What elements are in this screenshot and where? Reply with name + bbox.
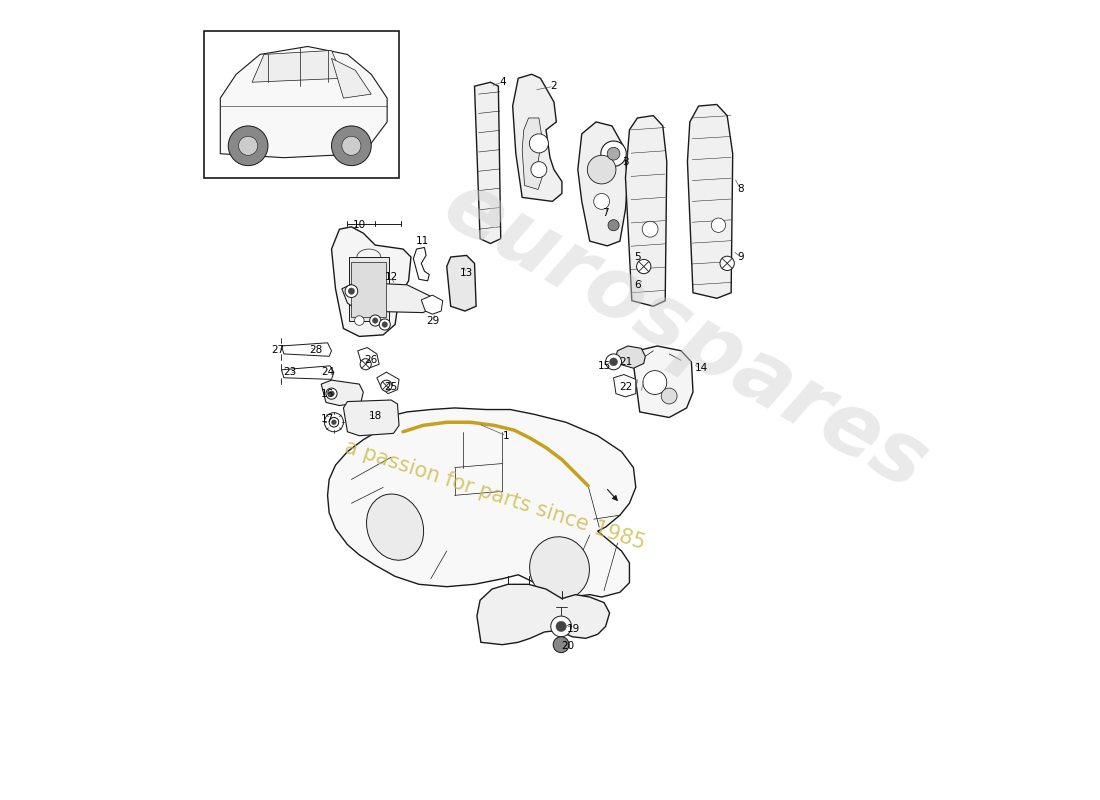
Circle shape: [329, 418, 339, 427]
Text: 3: 3: [623, 157, 629, 166]
Circle shape: [661, 388, 678, 404]
Text: 4: 4: [499, 78, 506, 87]
Bar: [349, 257, 388, 321]
Polygon shape: [321, 380, 363, 406]
Text: 10: 10: [353, 220, 366, 230]
Circle shape: [326, 388, 337, 399]
Polygon shape: [513, 74, 562, 202]
Polygon shape: [474, 82, 500, 243]
Circle shape: [379, 319, 390, 330]
Text: 23: 23: [283, 367, 296, 377]
Text: 17: 17: [321, 414, 334, 424]
Polygon shape: [614, 374, 636, 397]
Polygon shape: [220, 46, 387, 158]
Polygon shape: [578, 122, 628, 246]
Text: eurospares: eurospares: [429, 164, 942, 509]
Circle shape: [239, 136, 257, 155]
Text: 27: 27: [271, 345, 284, 355]
Circle shape: [331, 126, 372, 166]
Polygon shape: [634, 346, 693, 418]
Polygon shape: [343, 400, 399, 436]
Ellipse shape: [529, 537, 590, 600]
Text: a passion for parts since 1985: a passion for parts since 1985: [341, 437, 647, 554]
Polygon shape: [447, 255, 476, 311]
Circle shape: [531, 162, 547, 178]
Circle shape: [354, 316, 364, 326]
Circle shape: [587, 155, 616, 184]
Circle shape: [342, 136, 361, 155]
Circle shape: [720, 256, 735, 270]
Text: 19: 19: [568, 624, 581, 634]
Circle shape: [712, 218, 726, 232]
Text: 20: 20: [561, 642, 574, 651]
Circle shape: [329, 418, 339, 427]
Circle shape: [594, 194, 609, 210]
Text: 11: 11: [416, 236, 429, 246]
Circle shape: [349, 288, 354, 294]
Circle shape: [637, 259, 651, 274]
Polygon shape: [342, 282, 437, 313]
Circle shape: [551, 616, 572, 637]
Circle shape: [607, 147, 620, 160]
Bar: [205, 30, 399, 178]
Text: 29: 29: [427, 315, 440, 326]
Circle shape: [382, 322, 387, 327]
Text: 25: 25: [385, 382, 398, 392]
Circle shape: [373, 318, 378, 323]
Ellipse shape: [366, 494, 424, 560]
Circle shape: [642, 370, 667, 394]
Polygon shape: [282, 342, 331, 356]
Polygon shape: [477, 584, 609, 645]
Polygon shape: [252, 50, 343, 82]
Circle shape: [329, 391, 334, 397]
Circle shape: [324, 413, 343, 432]
Polygon shape: [331, 58, 372, 98]
Polygon shape: [282, 366, 334, 379]
Text: 2: 2: [551, 81, 558, 91]
Circle shape: [229, 126, 268, 166]
Polygon shape: [626, 115, 667, 306]
Polygon shape: [421, 295, 442, 314]
Circle shape: [529, 134, 549, 153]
Text: 26: 26: [364, 355, 378, 366]
Circle shape: [360, 358, 372, 370]
Circle shape: [381, 380, 392, 391]
Text: 12: 12: [385, 272, 398, 282]
Text: 6: 6: [634, 280, 640, 290]
Circle shape: [606, 354, 621, 370]
Text: 8: 8: [737, 185, 744, 194]
Text: 24: 24: [321, 367, 334, 377]
Polygon shape: [615, 346, 646, 368]
Text: 22: 22: [619, 382, 632, 392]
Text: 16: 16: [321, 389, 334, 398]
Circle shape: [601, 141, 626, 166]
Circle shape: [370, 315, 381, 326]
Text: 7: 7: [603, 208, 609, 218]
Polygon shape: [328, 408, 636, 597]
Text: 14: 14: [694, 363, 707, 374]
Circle shape: [345, 285, 358, 298]
Circle shape: [642, 222, 658, 237]
Circle shape: [553, 637, 569, 653]
Polygon shape: [358, 347, 379, 368]
Polygon shape: [377, 372, 399, 394]
Polygon shape: [522, 118, 542, 190]
Text: 15: 15: [597, 361, 611, 371]
Polygon shape: [688, 105, 733, 298]
Text: 21: 21: [619, 357, 632, 367]
Bar: [351, 262, 386, 318]
Text: 1: 1: [503, 430, 509, 441]
Text: 28: 28: [309, 345, 322, 355]
Circle shape: [609, 358, 617, 366]
Text: 5: 5: [634, 252, 640, 262]
Text: 13: 13: [460, 268, 473, 278]
Circle shape: [556, 622, 566, 631]
Circle shape: [331, 420, 337, 425]
Circle shape: [608, 220, 619, 230]
Text: 18: 18: [368, 411, 382, 421]
Polygon shape: [414, 247, 429, 281]
Polygon shape: [331, 227, 411, 337]
Text: 9: 9: [737, 252, 744, 262]
